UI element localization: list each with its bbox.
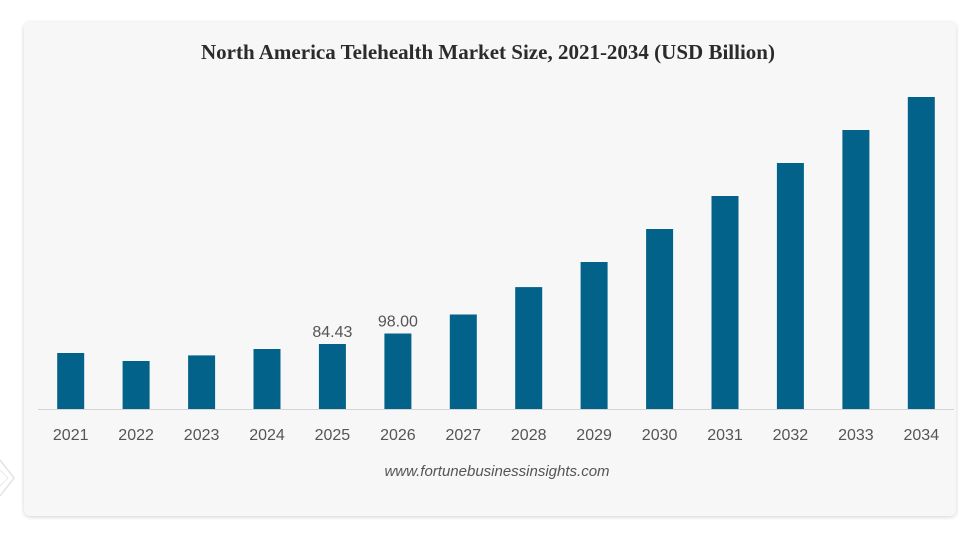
x-tick-label-2021: 2021 <box>53 427 89 444</box>
bar-2023 <box>188 355 216 409</box>
x-tick-label-2034: 2034 <box>904 427 940 444</box>
bar-2031 <box>711 196 739 409</box>
x-tick-label-2033: 2033 <box>838 427 874 444</box>
x-tick-label-2028: 2028 <box>511 427 547 444</box>
bar-2033 <box>842 130 870 409</box>
x-tick-label-2030: 2030 <box>642 427 678 444</box>
bar-2032 <box>776 163 804 409</box>
x-tick-label-2027: 2027 <box>446 427 482 444</box>
x-tick-label-2022: 2022 <box>118 427 154 444</box>
bar-2025 <box>318 344 346 409</box>
bar-2034 <box>907 97 935 409</box>
watermark-logo-icon <box>0 459 15 497</box>
bar-2024 <box>253 349 281 409</box>
source-footer: www.fortunebusinessinsights.com <box>384 463 609 480</box>
bar-2022 <box>122 361 150 409</box>
x-tick-label-2026: 2026 <box>380 427 416 444</box>
x-tick-label-2023: 2023 <box>184 427 220 444</box>
x-tick-label-2029: 2029 <box>576 427 612 444</box>
bar-2021 <box>57 353 85 409</box>
bar-2026 <box>384 333 412 409</box>
x-tick-label-2031: 2031 <box>707 427 743 444</box>
data-label-2026: 98.00 <box>378 314 418 331</box>
bar-2028 <box>515 287 543 409</box>
x-tick-label-2024: 2024 <box>249 427 285 444</box>
bar-2030 <box>646 229 674 409</box>
data-label-2025: 84.43 <box>312 324 352 341</box>
bar-2029 <box>580 262 608 409</box>
chart-title: North America Telehealth Market Size, 20… <box>201 40 775 64</box>
x-tick-label-2025: 2025 <box>315 427 351 444</box>
bar-2027 <box>449 314 477 409</box>
x-tick-label-2032: 2032 <box>773 427 809 444</box>
